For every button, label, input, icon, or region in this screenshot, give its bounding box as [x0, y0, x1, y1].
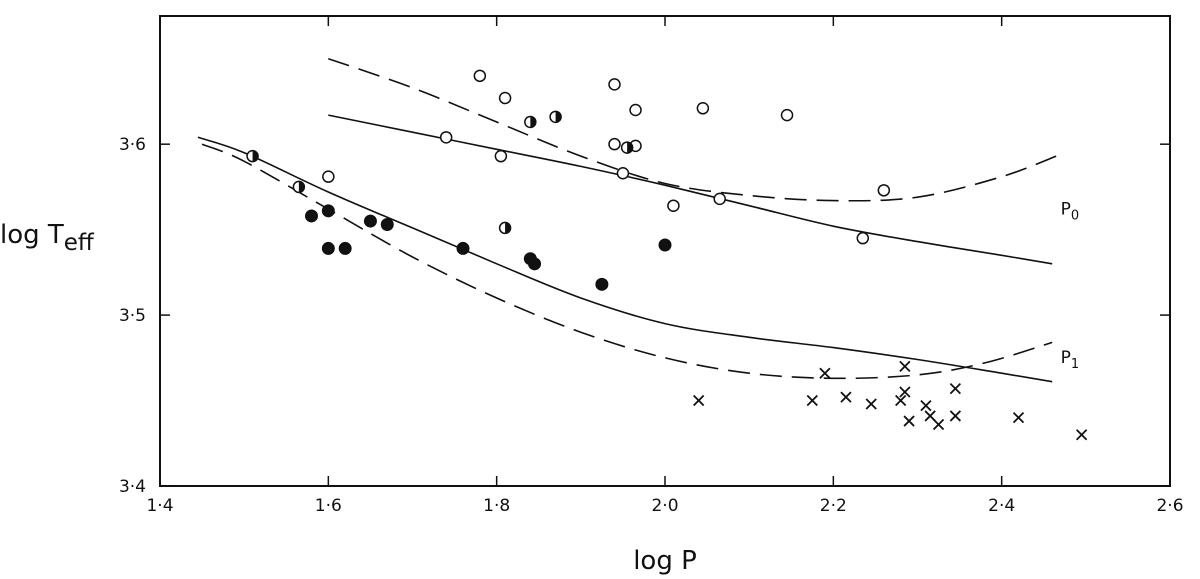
filled-circle-point	[338, 241, 352, 255]
cross-point	[949, 382, 962, 395]
open-circle-point	[439, 131, 453, 144]
cross-point	[865, 398, 877, 410]
half-filled-circle-point	[246, 149, 259, 163]
cross-point	[949, 410, 962, 422]
open-circle-point	[494, 149, 508, 163]
open-circle-point	[473, 69, 487, 83]
filled-circle-point	[658, 238, 672, 252]
cross-point	[899, 386, 911, 398]
half-filled-circle-point	[292, 180, 306, 194]
y-axis-title-subscript: eff	[64, 230, 95, 256]
cross-point	[1075, 429, 1088, 441]
open-circle-point	[608, 137, 621, 151]
open-circle-point	[667, 199, 680, 212]
y-axis-title-main: log T	[0, 220, 64, 250]
curve-label-main: P	[1061, 199, 1071, 219]
y-tick-label: 3·4	[119, 477, 146, 497]
half-filled-circle-point	[524, 115, 537, 129]
filled-circle-point	[595, 277, 609, 291]
x-tick-label: 2·0	[651, 496, 678, 516]
x-tick-label: 2·6	[1156, 496, 1183, 516]
open-circle-point	[616, 166, 630, 180]
x-tick-label: 1·6	[315, 496, 342, 516]
cross-point	[903, 415, 915, 427]
filled-circle-point	[456, 241, 470, 255]
filled-circle-point	[321, 204, 335, 218]
curve-p1	[197, 136, 1053, 383]
half-filled-circle-point	[620, 141, 634, 154]
x-tick-label: 2·4	[988, 496, 1015, 516]
filled-circle-point	[363, 214, 377, 228]
x-tick-label: 2·2	[820, 496, 847, 516]
open-circle-point	[696, 102, 710, 115]
open-circle-point	[877, 184, 891, 197]
curve-label-p1: P1	[1061, 348, 1080, 372]
open-circle-point	[608, 78, 621, 91]
open-circle-point	[780, 108, 794, 122]
cross-point	[806, 394, 818, 407]
cross-point	[895, 394, 907, 407]
x-axis-title: log P	[633, 546, 697, 576]
curve-label-subscript: 0	[1071, 208, 1079, 223]
cross-point	[1012, 411, 1025, 424]
filled-circle-point	[305, 209, 318, 223]
filled-circle-point	[528, 257, 542, 271]
x-tick-label: 1·8	[483, 496, 510, 516]
y-tick-label: 3·5	[119, 306, 146, 326]
cross-point	[819, 367, 831, 379]
cross-point	[932, 418, 945, 431]
open-circle-point	[713, 192, 726, 206]
cross-point	[920, 400, 932, 412]
open-circle-point	[856, 231, 870, 245]
filled-circle-point	[380, 218, 394, 232]
cross-point	[840, 391, 852, 403]
markers-layer	[246, 69, 1088, 441]
open-circle-point	[498, 91, 512, 105]
half-filled-circle-point	[549, 110, 562, 124]
curves-layer	[197, 57, 1061, 383]
ticks-layer: 1·4 1·6 1·8 2·0 2·2 2·4 2·6 3·4 3·5 3·6	[119, 16, 1184, 516]
cross-point	[924, 410, 936, 422]
curve-label-subscript: 1	[1071, 357, 1079, 372]
curve-label-main: P	[1061, 348, 1071, 368]
curve-label-p0: P0	[1061, 199, 1080, 223]
cross-point	[899, 360, 911, 373]
open-circle-point	[629, 103, 642, 117]
y-tick-label: 3·6	[119, 135, 146, 155]
dashed-boundary-curve	[328, 57, 1061, 202]
y-axis-title: log Teff	[0, 220, 95, 256]
cross-point	[693, 394, 705, 407]
filled-circle-point	[321, 241, 335, 255]
x-tick-label: 1·4	[146, 496, 173, 516]
half-filled-circle-point	[498, 221, 512, 235]
open-circle-point	[322, 170, 335, 183]
curve-p0	[328, 114, 1053, 265]
